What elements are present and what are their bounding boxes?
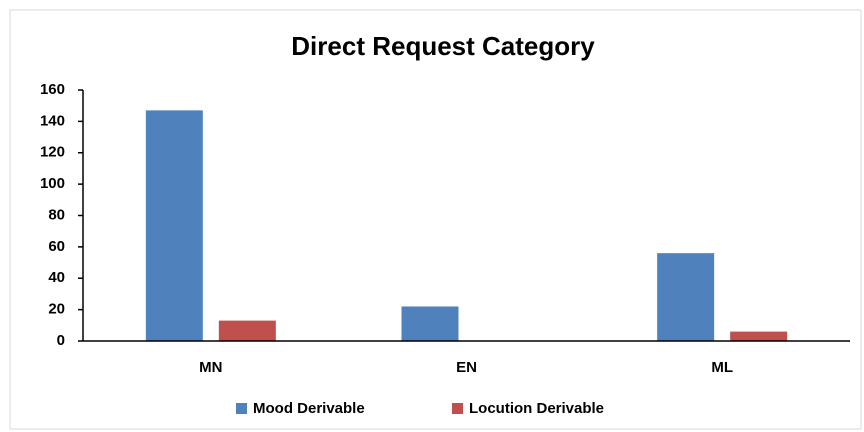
y-tick-label: 40	[48, 269, 65, 286]
y-tick-label: 80	[48, 206, 65, 223]
legend-label: Mood Derivable	[253, 400, 365, 417]
x-tick-label: MN	[199, 359, 222, 376]
chart-title: Direct Request Category	[291, 31, 595, 61]
x-tick-label: EN	[456, 359, 477, 376]
chart-frame	[9, 9, 862, 430]
legend-swatch	[452, 403, 463, 414]
y-tick-label: 140	[40, 112, 65, 129]
bar	[401, 306, 459, 341]
bar	[730, 331, 788, 341]
bar	[218, 320, 276, 341]
y-tick-label: 120	[40, 144, 65, 161]
y-tick-label: 160	[40, 81, 65, 98]
x-tick-label: ML	[711, 359, 733, 376]
bar	[657, 253, 715, 341]
legend-swatch	[236, 403, 247, 414]
y-tick-label: 0	[57, 332, 65, 349]
y-tick-label: 60	[48, 238, 65, 255]
y-tick-label: 20	[48, 301, 65, 318]
y-tick-label: 100	[40, 175, 65, 192]
bar	[145, 110, 203, 341]
legend-label: Locution Derivable	[469, 400, 604, 417]
